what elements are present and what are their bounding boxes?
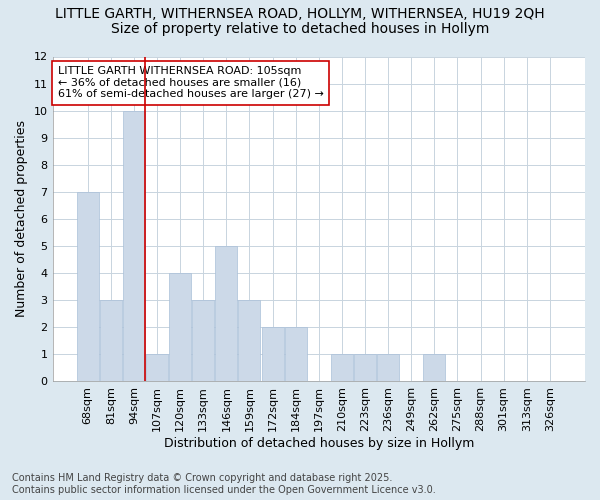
Bar (123, 110, 145, 382)
X-axis label: Distribution of detached houses by size in Hollym: Distribution of detached houses by size … (164, 437, 474, 450)
Bar (77, 192, 98, 382)
Text: Size of property relative to detached houses in Hollym: Size of property relative to detached ho… (111, 22, 489, 36)
Bar (215, 246, 238, 382)
Text: Contains HM Land Registry data © Crown copyright and database right 2025.
Contai: Contains HM Land Registry data © Crown c… (12, 474, 436, 495)
Text: LITTLE GARTH WITHERNSEA ROAD: 105sqm
← 36% of detached houses are smaller (16)
6: LITTLE GARTH WITHERNSEA ROAD: 105sqm ← 3… (58, 66, 324, 100)
Bar (146, 354, 168, 382)
Bar (238, 300, 260, 382)
Bar (424, 354, 445, 382)
Bar (377, 354, 399, 382)
Bar (169, 273, 191, 382)
Bar (354, 354, 376, 382)
Bar (100, 300, 122, 382)
Bar (331, 354, 353, 382)
Bar (262, 328, 284, 382)
Bar (192, 300, 214, 382)
Bar (284, 328, 307, 382)
Text: LITTLE GARTH, WITHERNSEA ROAD, HOLLYM, WITHERNSEA, HU19 2QH: LITTLE GARTH, WITHERNSEA ROAD, HOLLYM, W… (55, 8, 545, 22)
Y-axis label: Number of detached properties: Number of detached properties (15, 120, 28, 318)
